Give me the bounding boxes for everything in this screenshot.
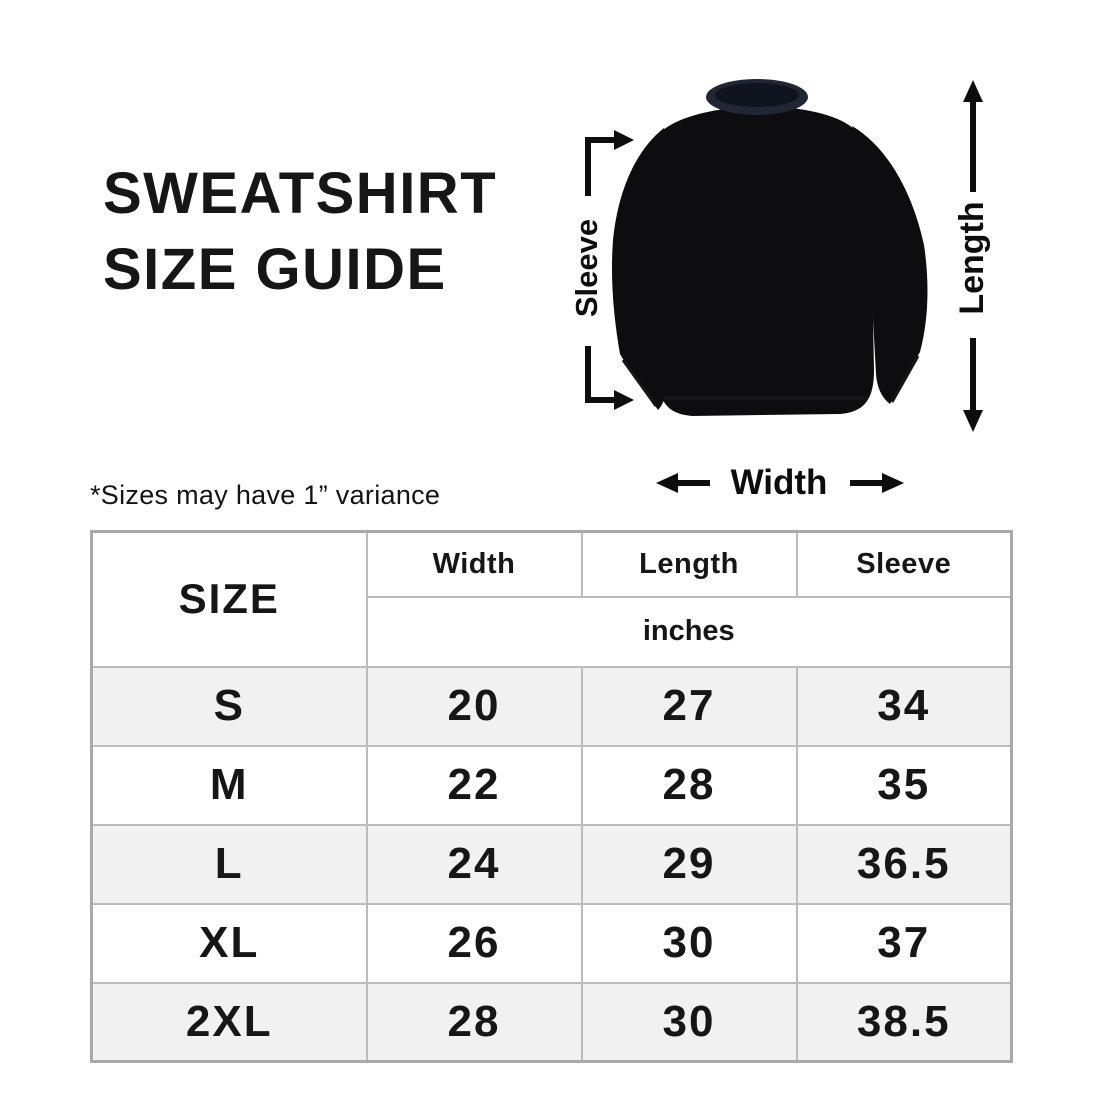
sleeve-cell: 35: [795, 744, 1013, 826]
sleeve-cell: 34: [795, 665, 1013, 747]
size-cell: XL: [90, 902, 368, 984]
title-line-1: SWEATSHIRT: [103, 161, 498, 226]
size-column-header: SIZE: [90, 530, 368, 668]
table-header-row: SIZE Width Length Sleeve: [90, 530, 1013, 668]
table-row-2xl: 2XL 28 30 38.5: [90, 981, 1013, 1063]
unit-cell: inches: [365, 595, 1013, 668]
length-column-header: Length: [580, 530, 798, 598]
sweatshirt-collar-opening: [715, 83, 799, 107]
sleeve-column-header: Sleeve: [795, 530, 1013, 598]
sweatshirt-body: [658, 106, 874, 416]
table-row-xl: XL 26 30 37: [90, 902, 1013, 984]
table-row-m: M 22 28 35: [90, 744, 1013, 826]
length-cell: 28: [580, 744, 798, 826]
width-cell: 28: [365, 981, 583, 1063]
sleeve-measure-label: Sleeve: [569, 218, 604, 318]
length-arrow-icon: [963, 80, 983, 432]
width-cell: 22: [365, 744, 583, 826]
sleeve-cell: 38.5: [795, 981, 1013, 1063]
size-cell: 2XL: [90, 981, 368, 1063]
size-cell: L: [90, 823, 368, 905]
length-cell: 30: [580, 902, 798, 984]
width-cell: 26: [365, 902, 583, 984]
sleeve-cell: 37: [795, 902, 1013, 984]
length-cell: 27: [580, 665, 798, 747]
variance-note: *Sizes may have 1” variance: [90, 480, 441, 510]
sweatshirt-left-sleeve: [611, 128, 672, 410]
measurement-arrows-layer: [585, 80, 983, 493]
sweatshirt-right-sleeve: [852, 126, 928, 404]
page-title: SWEATSHIRT SIZE GUIDE: [103, 156, 497, 308]
sleeve-bracket-arrow-icon: [585, 130, 634, 410]
width-cell: 24: [365, 823, 583, 905]
width-column-header: Width: [365, 530, 583, 598]
length-cell: 29: [580, 823, 798, 905]
title-line-2: SIZE GUIDE: [103, 237, 447, 302]
length-measure-label: Length: [953, 201, 991, 315]
length-cell: 30: [580, 981, 798, 1063]
table-unit-row: inches: [92, 595, 1013, 668]
sleeve-cell: 36.5: [795, 823, 1013, 905]
width-cell: 20: [365, 665, 583, 747]
width-measure-label: Width: [730, 463, 828, 502]
sweatshirt-image: [611, 79, 928, 416]
sweatshirt-left-cuff-seam: [621, 359, 658, 407]
size-table: SIZE Width Length Sleeve inches S 20 27 …: [90, 530, 1013, 1063]
size-cell: M: [90, 744, 368, 826]
table-row-s: S 20 27 34: [90, 665, 1013, 747]
size-cell: S: [90, 665, 368, 747]
sweatshirt-right-cuff-seam: [890, 355, 920, 403]
width-arrow-left-icon: [656, 473, 710, 493]
table-row-l: L 24 29 36.5: [90, 823, 1013, 905]
width-arrow-right-icon: [850, 473, 904, 493]
